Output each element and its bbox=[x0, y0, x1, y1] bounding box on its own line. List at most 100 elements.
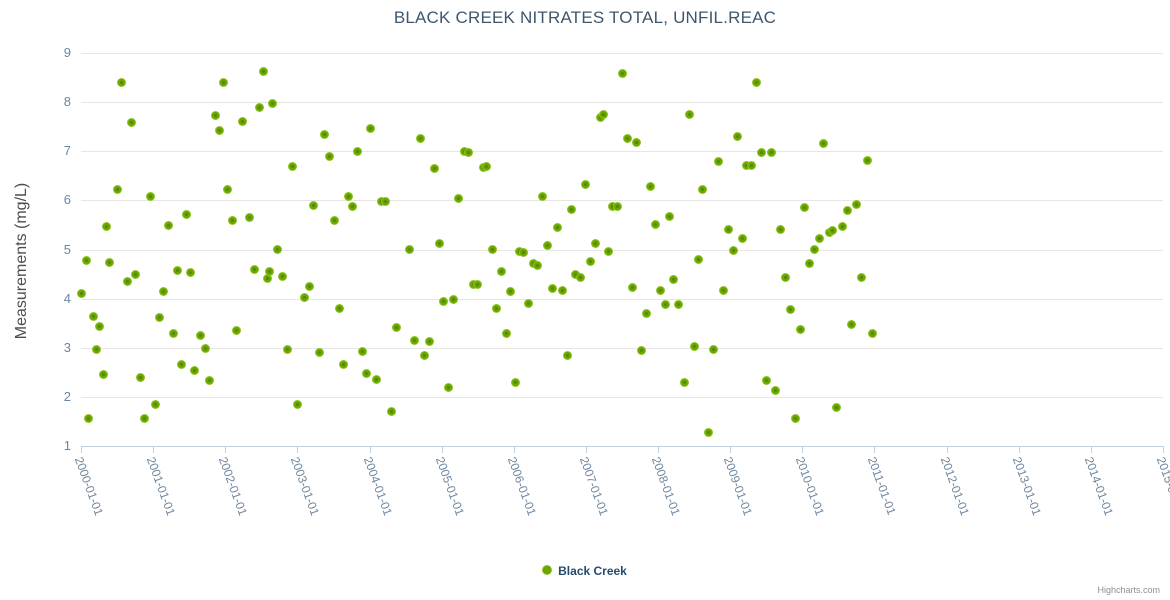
scatter-point[interactable] bbox=[410, 336, 418, 344]
scatter-point[interactable] bbox=[647, 183, 655, 191]
scatter-point[interactable] bbox=[113, 185, 121, 193]
scatter-point[interactable] bbox=[102, 223, 110, 231]
scatter-point[interactable] bbox=[381, 198, 389, 206]
scatter-point[interactable] bbox=[600, 110, 608, 118]
scatter-point[interactable] bbox=[460, 147, 468, 155]
scatter-point[interactable] bbox=[474, 280, 482, 288]
scatter-point[interactable] bbox=[274, 246, 282, 253]
scatter-point[interactable] bbox=[196, 331, 204, 339]
scatter-point[interactable] bbox=[733, 133, 741, 140]
scatter-point[interactable] bbox=[77, 290, 85, 298]
scatter-point[interactable] bbox=[534, 261, 542, 269]
scatter-point[interactable] bbox=[283, 345, 291, 353]
scatter-point[interactable] bbox=[223, 186, 231, 194]
scatter-point[interactable] bbox=[516, 247, 524, 255]
scatter-point[interactable] bbox=[358, 348, 366, 356]
scatter-point[interactable] bbox=[544, 242, 552, 250]
scatter-point[interactable] bbox=[857, 274, 865, 282]
scatter-point[interactable] bbox=[694, 255, 702, 263]
scatter-point[interactable] bbox=[675, 301, 683, 309]
scatter-point[interactable] bbox=[340, 360, 348, 368]
scatter-point[interactable] bbox=[269, 100, 277, 108]
scatter-point[interactable] bbox=[511, 378, 519, 386]
scatter-point[interactable] bbox=[643, 309, 651, 317]
scatter-point[interactable] bbox=[811, 246, 819, 253]
scatter-point[interactable] bbox=[806, 259, 814, 267]
scatter-point[interactable] bbox=[520, 249, 528, 257]
scatter-point[interactable] bbox=[320, 130, 328, 138]
scatter-point[interactable] bbox=[586, 258, 594, 266]
scatter-point[interactable] bbox=[106, 259, 114, 267]
scatter-point[interactable] bbox=[156, 313, 164, 321]
scatter-point[interactable] bbox=[425, 338, 433, 346]
scatter-point[interactable] bbox=[563, 351, 571, 359]
scatter-point[interactable] bbox=[169, 330, 177, 338]
scatter-point[interactable] bbox=[503, 329, 511, 337]
scatter-point[interactable] bbox=[255, 103, 263, 111]
scatter-point[interactable] bbox=[524, 300, 532, 308]
scatter-point[interactable] bbox=[349, 202, 357, 210]
scatter-point[interactable] bbox=[690, 342, 698, 350]
scatter-point[interactable] bbox=[705, 429, 713, 437]
scatter-point[interactable] bbox=[345, 192, 353, 200]
scatter-point[interactable] bbox=[637, 346, 645, 354]
scatter-point[interactable] bbox=[315, 349, 323, 357]
scatter-point[interactable] bbox=[405, 246, 413, 253]
scatter-point[interactable] bbox=[233, 327, 241, 335]
scatter-point[interactable] bbox=[868, 330, 876, 338]
scatter-point[interactable] bbox=[219, 78, 227, 86]
scatter-point[interactable] bbox=[549, 285, 557, 293]
scatter-point[interactable] bbox=[577, 274, 585, 281]
scatter-point[interactable] bbox=[387, 408, 395, 416]
scatter-point[interactable] bbox=[777, 226, 785, 234]
scatter-point[interactable] bbox=[416, 134, 424, 142]
scatter-point[interactable] bbox=[685, 110, 693, 118]
scatter-point[interactable] bbox=[377, 197, 385, 205]
scatter-point[interactable] bbox=[800, 204, 808, 212]
scatter-point[interactable] bbox=[791, 415, 799, 423]
scatter-point[interactable] bbox=[83, 256, 91, 264]
scatter-point[interactable] bbox=[782, 274, 790, 282]
scatter-point[interactable] bbox=[553, 223, 561, 231]
scatter-point[interactable] bbox=[93, 345, 101, 353]
scatter-point[interactable] bbox=[178, 361, 186, 369]
scatter-point[interactable] bbox=[372, 375, 380, 383]
scatter-point[interactable] bbox=[863, 156, 871, 164]
scatter-point[interactable] bbox=[738, 235, 746, 243]
scatter-point[interactable] bbox=[596, 114, 604, 122]
scatter-point[interactable] bbox=[306, 283, 314, 291]
scatter-point[interactable] bbox=[572, 270, 580, 278]
scatter-point[interactable] bbox=[288, 163, 296, 171]
scatter-point[interactable] bbox=[96, 323, 104, 331]
scatter-point[interactable] bbox=[136, 373, 144, 381]
scatter-point[interactable] bbox=[250, 265, 258, 273]
scatter-point[interactable] bbox=[146, 192, 154, 200]
scatter-point[interactable] bbox=[245, 213, 253, 221]
scatter-point[interactable] bbox=[661, 301, 669, 309]
scatter-point[interactable] bbox=[266, 268, 274, 276]
scatter-point[interactable] bbox=[825, 228, 833, 236]
scatter-point[interactable] bbox=[772, 386, 780, 394]
scatter-point[interactable] bbox=[568, 205, 575, 213]
scatter-point[interactable] bbox=[752, 78, 760, 86]
scatter-point[interactable] bbox=[445, 383, 453, 391]
scatter-point[interactable] bbox=[619, 70, 627, 78]
scatter-point[interactable] bbox=[666, 213, 674, 221]
scatter-point[interactable] bbox=[211, 112, 219, 120]
scatter-point[interactable] bbox=[833, 404, 841, 412]
scatter-point[interactable] bbox=[279, 273, 287, 281]
scatter-point[interactable] bbox=[820, 140, 828, 148]
scatter-point[interactable] bbox=[624, 135, 632, 143]
scatter-point[interactable] bbox=[174, 266, 182, 274]
scatter-point[interactable] bbox=[796, 326, 804, 334]
scatter-point[interactable] bbox=[187, 268, 195, 276]
scatter-point[interactable] bbox=[132, 270, 140, 278]
scatter-point[interactable] bbox=[367, 125, 375, 133]
scatter-point[interactable] bbox=[430, 164, 438, 172]
scatter-point[interactable] bbox=[215, 127, 223, 135]
scatter-point[interactable] bbox=[757, 148, 765, 156]
scatter-point[interactable] bbox=[604, 247, 612, 255]
scatter-point[interactable] bbox=[657, 286, 665, 294]
scatter-point[interactable] bbox=[331, 216, 339, 224]
scatter-point[interactable] bbox=[182, 211, 190, 219]
